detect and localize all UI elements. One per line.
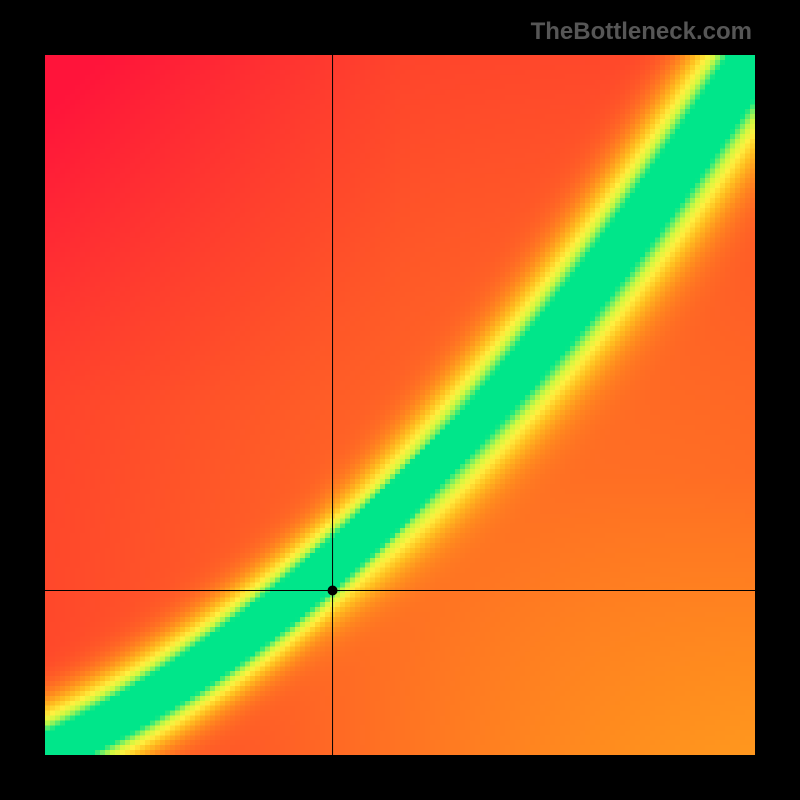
watermark-text: TheBottleneck.com (531, 18, 752, 46)
chart-container: TheBottleneck.com (0, 0, 800, 800)
heatmap-canvas (45, 55, 755, 755)
